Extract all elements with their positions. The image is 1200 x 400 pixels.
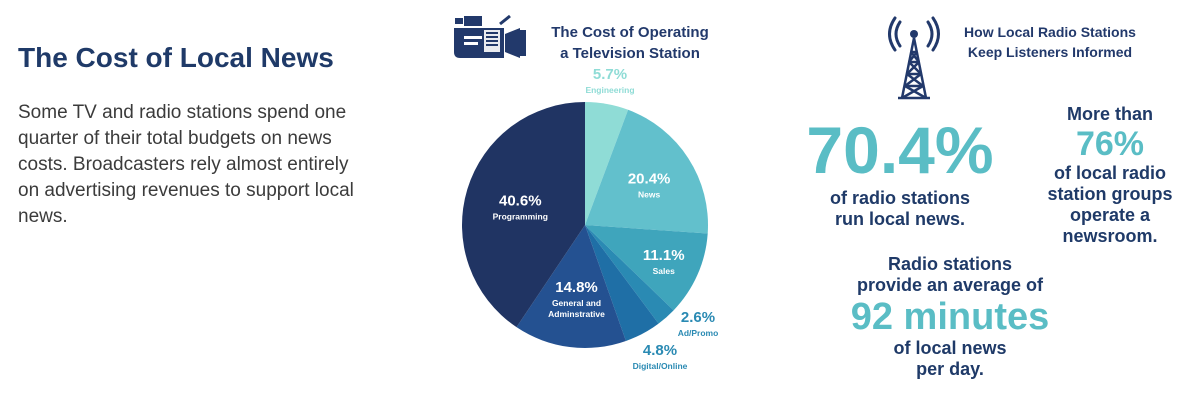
pie-label-value-sales: 11.1% [643, 247, 685, 264]
page-title: The Cost of Local News [18, 42, 334, 73]
stat-newsroom: More than 76% of local radio station gro… [1035, 104, 1185, 247]
pie-slice-sales [585, 225, 708, 311]
stat-newsroom-pre: More than [1066, 104, 1153, 124]
pie-label-category-digital-online: Digital/Online [633, 361, 688, 371]
pie-label-value-ad-promo: 2.6% [681, 309, 715, 326]
pie-label-value-engineering: 5.7% [593, 66, 627, 83]
pie-label-value-news: 20.4% [628, 171, 671, 188]
pie-label-category-general-and-adminstrative: Adminstrative [548, 309, 605, 319]
pie-label-category-news: News [638, 190, 660, 200]
stat-radio-news-value: 70.4% [806, 113, 994, 187]
pie-label-category-engineering: Engineering [585, 85, 634, 95]
stat-minutes-pre: Radio stations provide an average of [856, 254, 1044, 295]
pie-label-category-general-and-adminstrative: General and [552, 298, 601, 308]
pie-slice-ad-promo [585, 225, 674, 324]
pie-slice-general-and-adminstrative [516, 225, 626, 348]
pie-label-category-ad-promo: Ad/Promo [678, 328, 719, 338]
pie-label-value-digital-online: 4.8% [643, 342, 677, 359]
stat-minutes-value: 92 minutes [850, 296, 1050, 338]
radio-header: How Local Radio Stations Keep Listeners … [964, 24, 1136, 60]
pie-slice-programming [462, 102, 585, 328]
pie-slice-digital-online [585, 225, 659, 341]
stat-minutes: Radio stations provide an average of 92 … [830, 254, 1070, 380]
stat-radio-news-text: of radio stations run local news. [829, 188, 970, 229]
radio-tower-icon [884, 14, 944, 105]
intro-paragraph: Some TV and radio stations spend one qua… [18, 102, 354, 227]
pie-slice-engineering [585, 102, 629, 225]
pie-label-value-general-and-adminstrative: 14.8% [555, 279, 598, 296]
pie-slice-news [585, 109, 708, 234]
stat-minutes-text: of local news per day. [893, 338, 1007, 379]
stat-newsroom-text: of local radio station groups operate a … [1047, 163, 1173, 246]
tv-chart-header: The Cost of Operating a Television Stati… [551, 24, 709, 62]
stat-newsroom-value: 76% [1075, 125, 1145, 163]
stat-radio-news: 70.4% of radio stations run local news. [790, 112, 1010, 230]
pie-label-category-programming: Programming [493, 211, 548, 221]
pie-chart: 5.7% Engineering 20.4% News 11.1% Sales 2.6% Ad… [455, 55, 725, 390]
pie-label-category-sales: Sales [653, 266, 675, 276]
video-camera-icon [452, 12, 530, 69]
pie-label-value-programming: 40.6% [499, 192, 542, 209]
